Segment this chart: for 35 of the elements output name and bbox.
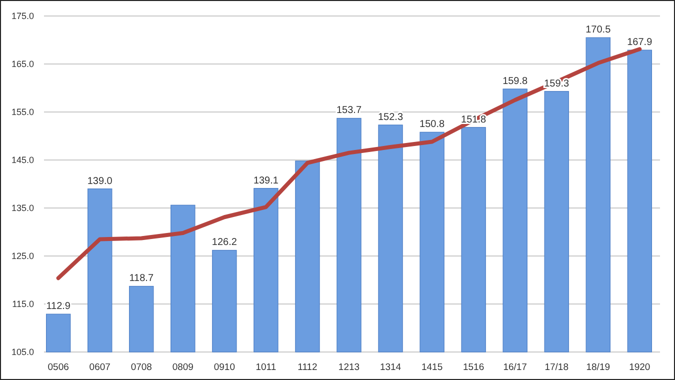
x-tick-label: 1314 — [380, 362, 402, 373]
x-tick-label: 1516 — [462, 362, 484, 373]
y-tick-label: 155.0 — [11, 107, 34, 117]
y-tick-label: 125.0 — [11, 251, 34, 261]
y-tick-label: 115.0 — [12, 299, 34, 309]
data-label: 150.8 — [420, 119, 445, 130]
x-tick-label: 0506 — [48, 362, 69, 373]
y-tick-label: 135.0 — [11, 203, 34, 213]
y-tick-label: 165.0 — [11, 59, 34, 69]
y-tick-label: 175.0 — [11, 11, 34, 21]
x-tick-label: 1112 — [298, 362, 318, 373]
x-tick-label: 1213 — [338, 362, 360, 373]
data-label: 152.3 — [378, 112, 404, 123]
x-tick-label: 1920 — [629, 362, 650, 373]
data-label: 170.5 — [586, 24, 612, 36]
x-tick-label: 0809 — [172, 362, 194, 373]
line-series — [56, 47, 642, 280]
data-label: 139.1 — [253, 175, 279, 186]
data-label: 153.7 — [336, 105, 362, 116]
y-tick-label: 145.0 — [11, 155, 34, 165]
data-label: 118.7 — [129, 273, 154, 284]
x-tick-label: 0607 — [89, 362, 110, 373]
data-label: 159.8 — [502, 76, 528, 87]
data-label: 126.2 — [212, 237, 238, 248]
x-tick-label: 0708 — [130, 362, 152, 373]
x-tick-label: 0910 — [214, 362, 236, 373]
data-label: 167.9 — [627, 37, 653, 48]
x-tick-label: 1011 — [256, 362, 276, 373]
y-tick-label: 105.0 — [11, 347, 34, 357]
x-tick-label: 18/19 — [586, 362, 610, 373]
data-label: 112.9 — [46, 301, 71, 312]
x-tick-label: 16/17 — [503, 362, 527, 373]
x-tick-label: 1415 — [421, 362, 443, 373]
data-label: 139.0 — [87, 176, 113, 187]
x-tick-label: 17/18 — [544, 362, 568, 373]
